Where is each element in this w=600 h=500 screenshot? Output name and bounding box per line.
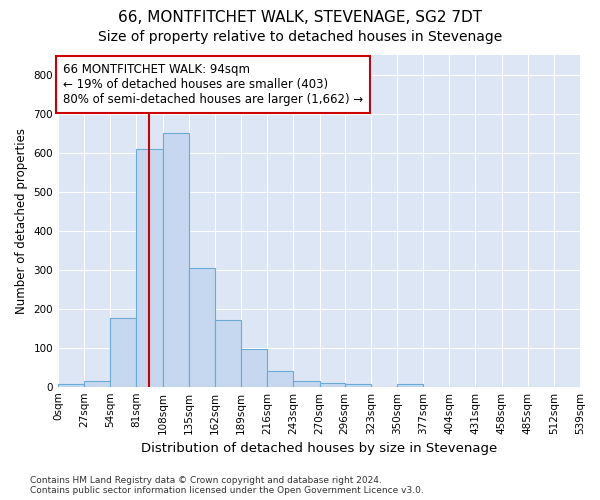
Y-axis label: Number of detached properties: Number of detached properties: [15, 128, 28, 314]
Text: Size of property relative to detached houses in Stevenage: Size of property relative to detached ho…: [98, 30, 502, 44]
Bar: [189, 268, 215, 386]
Bar: [84, 381, 110, 386]
Text: Contains HM Land Registry data © Crown copyright and database right 2024.
Contai: Contains HM Land Registry data © Crown c…: [30, 476, 424, 495]
Bar: [163, 133, 189, 386]
Bar: [267, 371, 293, 386]
Bar: [110, 318, 136, 386]
Bar: [58, 384, 84, 386]
Bar: [320, 383, 344, 386]
Bar: [293, 381, 320, 386]
Bar: [397, 384, 423, 386]
X-axis label: Distribution of detached houses by size in Stevenage: Distribution of detached houses by size …: [141, 442, 497, 455]
Bar: [241, 349, 267, 387]
Text: 66, MONTFITCHET WALK, STEVENAGE, SG2 7DT: 66, MONTFITCHET WALK, STEVENAGE, SG2 7DT: [118, 10, 482, 25]
Text: 66 MONTFITCHET WALK: 94sqm
← 19% of detached houses are smaller (403)
80% of sem: 66 MONTFITCHET WALK: 94sqm ← 19% of deta…: [63, 63, 363, 106]
Bar: [215, 320, 241, 386]
Bar: [344, 384, 371, 386]
Bar: [136, 148, 163, 386]
